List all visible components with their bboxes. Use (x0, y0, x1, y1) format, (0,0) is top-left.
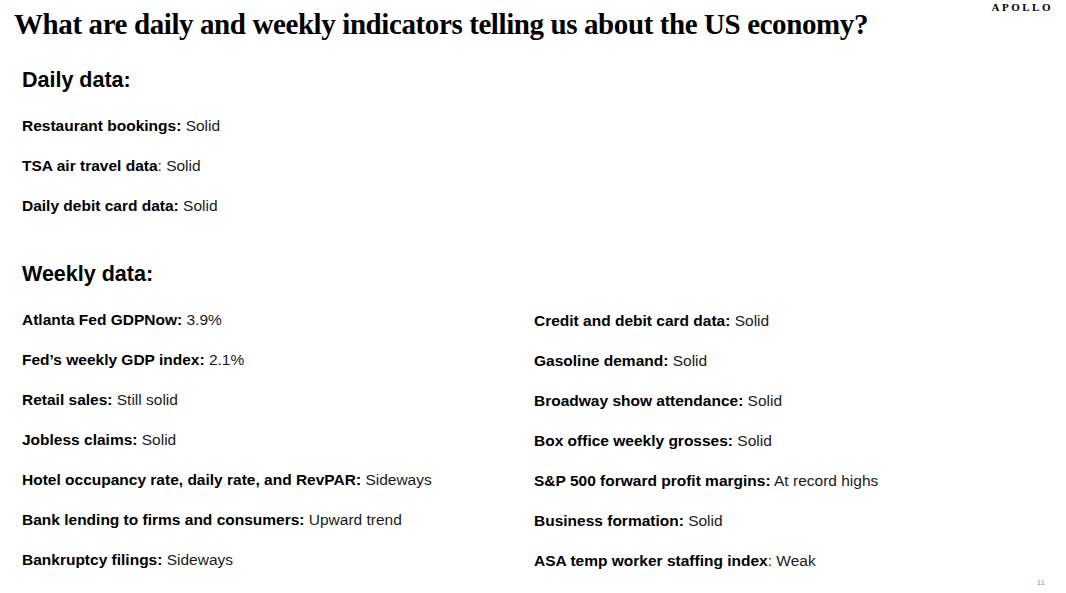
indicator-value: Still solid (112, 391, 177, 408)
weekly-right-column: Credit and debit card data: Solid Gasoli… (534, 260, 878, 592)
indicator-label: S&P 500 forward profit margins: (534, 472, 771, 489)
indicator-business-formation: Business formation: Solid (534, 512, 878, 530)
indicator-label: ASA temp worker staffing index (534, 552, 768, 569)
indicator-broadway-attendance: Broadway show attendance: Solid (534, 392, 878, 410)
indicator-value: Upward trend (305, 511, 402, 528)
indicator-value: : Solid (158, 157, 201, 174)
daily-data-heading: Daily data: (22, 66, 220, 94)
daily-data-section: Daily data: Restaurant bookings: Solid T… (22, 66, 220, 237)
indicator-value: 3.9% (182, 311, 222, 328)
indicator-gasoline-demand: Gasoline demand: Solid (534, 352, 878, 370)
indicator-value: : Weak (768, 552, 816, 569)
slide: APOLLO What are daily and weekly indicat… (0, 0, 1066, 593)
indicator-value: Solid (733, 432, 772, 449)
slide-title: What are daily and weekly indicators tel… (14, 8, 1058, 41)
indicator-label: Box office weekly grosses: (534, 432, 733, 449)
indicator-retail-sales: Retail sales: Still solid (22, 391, 534, 409)
indicator-bankruptcy-filings: Bankruptcy filings: Sideways (22, 551, 534, 569)
indicator-label: Atlanta Fed GDPNow: (22, 311, 182, 328)
indicator-bank-lending: Bank lending to firms and consumers: Upw… (22, 511, 534, 529)
weekly-left-column: Weekly data: Atlanta Fed GDPNow: 3.9% Fe… (22, 260, 534, 592)
indicator-value: 2.1% (205, 351, 245, 368)
indicator-asa-temp-worker-index: ASA temp worker staffing index: Weak (534, 552, 878, 570)
indicator-box-office-grosses: Box office weekly grosses: Solid (534, 432, 878, 450)
page-number: 11 (1037, 578, 1045, 587)
indicator-label: Gasoline demand: (534, 352, 668, 369)
indicator-label: Retail sales: (22, 391, 112, 408)
weekly-data-section: Weekly data: Atlanta Fed GDPNow: 3.9% Fe… (22, 260, 878, 592)
weekly-data-heading: Weekly data: (22, 260, 534, 288)
indicator-label: Fed’s weekly GDP index: (22, 351, 205, 368)
indicator-label: Hotel occupancy rate, daily rate, and Re… (22, 471, 361, 488)
indicator-hotel-occupancy: Hotel occupancy rate, daily rate, and Re… (22, 471, 534, 489)
indicator-value: Solid (668, 352, 707, 369)
indicator-tsa-air-travel: TSA air travel data: Solid (22, 157, 220, 175)
indicator-daily-debit-card: Daily debit card data: Solid (22, 197, 220, 215)
indicator-value: Solid (181, 117, 220, 134)
indicator-jobless-claims: Jobless claims: Solid (22, 431, 534, 449)
indicator-value: Solid (684, 512, 723, 529)
indicator-label: Broadway show attendance: (534, 392, 743, 409)
indicator-value: At record highs (771, 472, 879, 489)
indicator-label: Daily debit card data: (22, 197, 179, 214)
indicator-label: Credit and debit card data: (534, 312, 730, 329)
indicator-restaurant-bookings: Restaurant bookings: Solid (22, 117, 220, 135)
indicator-label: Bank lending to firms and consumers: (22, 511, 305, 528)
indicator-value: Solid (730, 312, 769, 329)
indicator-label: Restaurant bookings: (22, 117, 181, 134)
indicator-value: Sideways (361, 471, 432, 488)
indicator-sp500-profit-margins: S&P 500 forward profit margins: At recor… (534, 472, 878, 490)
indicator-fed-weekly-gdp-index: Fed’s weekly GDP index: 2.1% (22, 351, 534, 369)
indicator-label: Business formation: (534, 512, 684, 529)
indicator-label: Bankruptcy filings: (22, 551, 162, 568)
indicator-value: Solid (137, 431, 176, 448)
indicator-value: Solid (743, 392, 782, 409)
indicator-value: Solid (179, 197, 218, 214)
indicator-credit-debit-card: Credit and debit card data: Solid (534, 312, 878, 330)
indicator-atlanta-fed-gdpnow: Atlanta Fed GDPNow: 3.9% (22, 311, 534, 329)
indicator-label: Jobless claims: (22, 431, 137, 448)
indicator-value: Sideways (162, 551, 233, 568)
indicator-label: TSA air travel data (22, 157, 158, 174)
